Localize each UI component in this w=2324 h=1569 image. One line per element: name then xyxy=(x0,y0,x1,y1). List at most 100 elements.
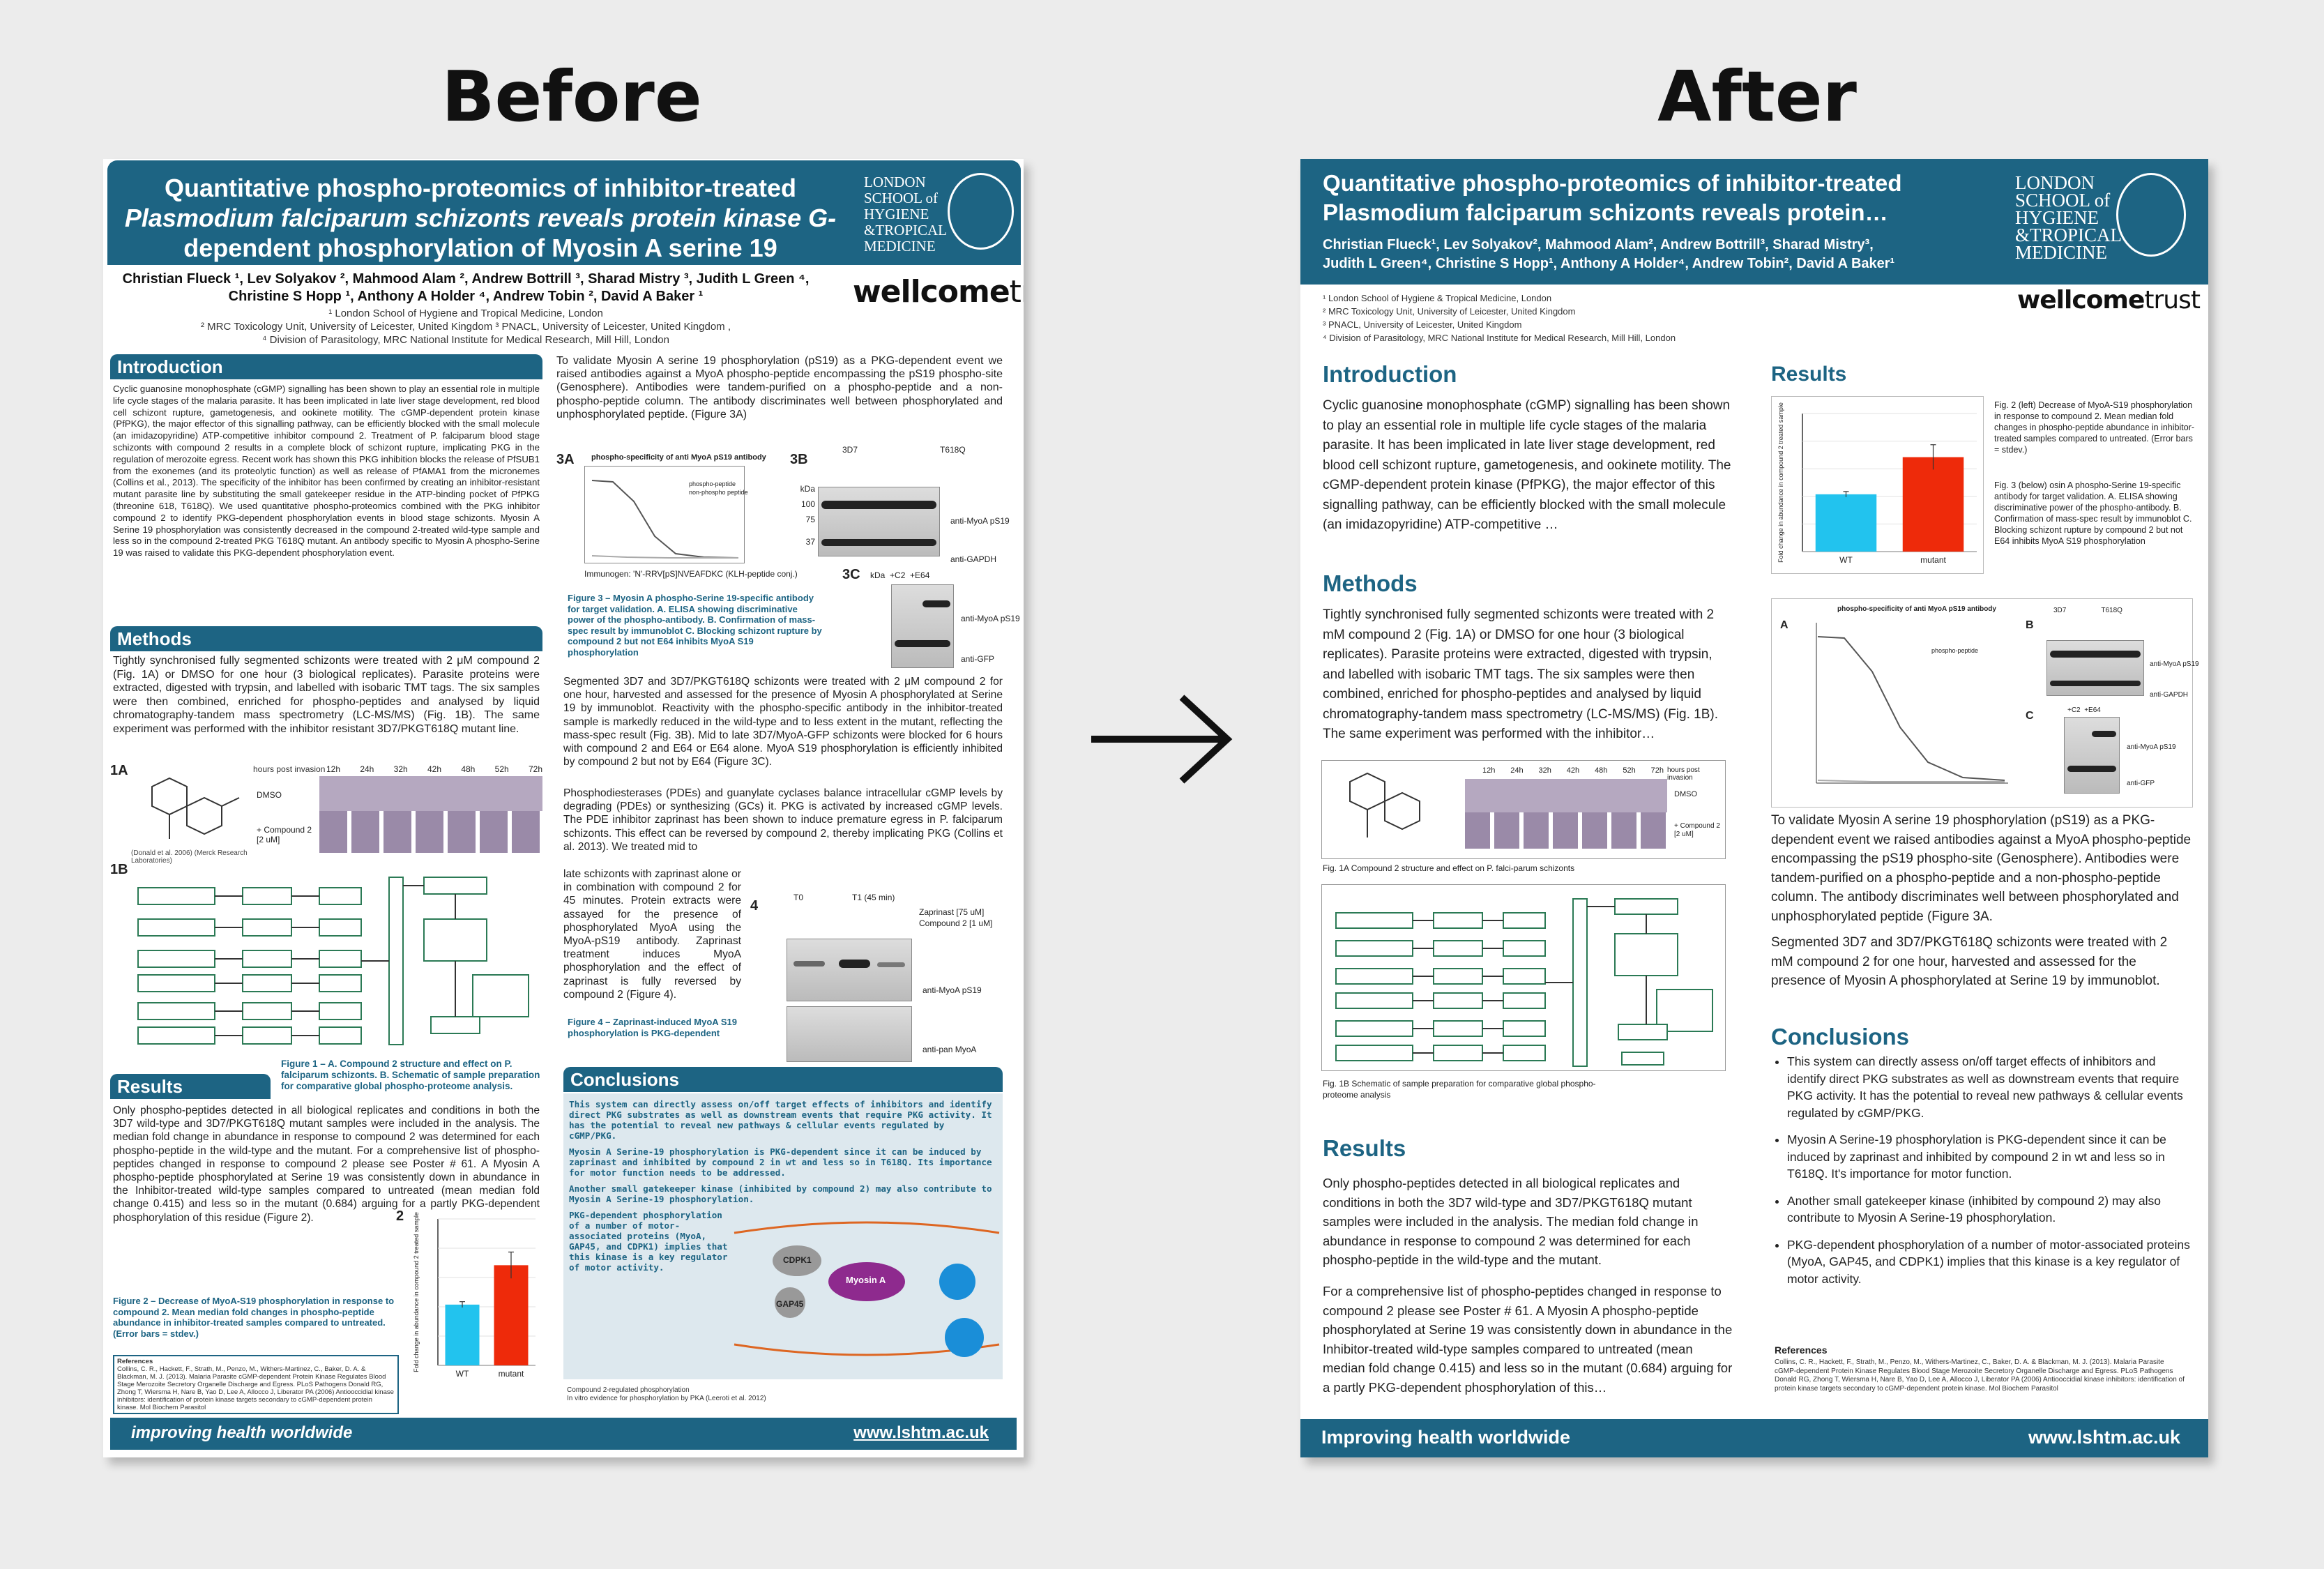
antibody-label: anti-GAPDH xyxy=(2150,691,2189,699)
time-label: 52h xyxy=(1623,766,1636,775)
arrow-icon xyxy=(1084,683,1238,795)
before-intro-text: Cyclic guanosine monophosphate (cGMP) si… xyxy=(113,384,540,559)
logo-line: LONDON xyxy=(2015,172,2095,193)
before-pde-text: Phosphodiesterases (PDEs) and guanylate … xyxy=(563,787,1003,853)
antibody-label: anti-MyoA pS19 xyxy=(2150,660,2199,668)
after-fig1a-cmp2: + Compound 2 [2 uM] xyxy=(1674,822,1720,839)
col-header: 3D7 xyxy=(2053,607,2067,614)
antibody-label: anti-GFP xyxy=(2127,780,2155,787)
time-label: 48h xyxy=(461,764,476,774)
after-results-heading: Results xyxy=(1323,1135,1406,1161)
before-title-line3: dependent phosphorylation of Myosin A se… xyxy=(183,234,777,262)
before-fig4-label: 4 xyxy=(750,898,759,914)
conclusion-item: PKG-dependent phosphorylation of a numbe… xyxy=(569,1210,728,1273)
logo-line: MEDICINE xyxy=(864,238,936,255)
col-header: +C2 xyxy=(890,570,906,580)
before-affiliations: ¹ London School of Hygiene and Tropical … xyxy=(117,307,814,347)
before-fig1a-cells xyxy=(319,776,542,853)
antibody-label: anti-GFP xyxy=(961,654,995,664)
tick-label: mutant xyxy=(499,1369,524,1379)
antibody-label: anti-MyoA pS19 xyxy=(961,614,1020,623)
after-fig1a-hpi: hours post invasion xyxy=(1667,766,1700,782)
after-footer-url[interactable]: www.lshtm.ac.uk xyxy=(2028,1427,2180,1448)
after-title-line1: Quantitative phospho-proteomics of inhib… xyxy=(1323,170,1902,196)
after-results-p2: For a comprehensive list of phospho-pept… xyxy=(1323,1284,1733,1395)
affil-line: ³ PNACL, University of Leicester, United… xyxy=(1323,319,1522,330)
time-label: 12h xyxy=(326,764,341,774)
wellcome-bold: wellcome xyxy=(853,274,1010,310)
after-conclusions-list: This system can directly assess on/off t… xyxy=(1775,1053,2193,1297)
before-poster: Quantitative phospho-proteomics of inhib… xyxy=(103,159,1024,1457)
time-label: 48h xyxy=(1595,766,1608,775)
legend-item: Compound 2-regulated phosphorylation xyxy=(567,1386,690,1394)
before-footer-url[interactable]: www.lshtm.ac.uk xyxy=(853,1423,989,1442)
after-footer: Improving health worldwide www.lshtm.ac.… xyxy=(1300,1419,2208,1457)
wellcome-bold: wellcome xyxy=(2017,286,2145,314)
before-motor-myosin: Myosin A xyxy=(846,1275,886,1285)
before-fig3c-antibodies: anti-MyoA pS19 anti-GFP xyxy=(961,598,1020,679)
time-label: 52h xyxy=(494,764,509,774)
after-validate-p2: Segmented 3D7 and 3D7/PKGT618Q schizonts… xyxy=(1771,935,2168,988)
before-fig2-caption: Figure 2 – Decrease of MyoA-S19 phosphor… xyxy=(113,1296,395,1339)
tick-label: mutant xyxy=(1920,555,1946,565)
after-poster: Quantitative phospho-proteomics of inhib… xyxy=(1300,159,2208,1457)
before-title-line1: Quantitative phospho-proteomics of inhib… xyxy=(164,174,796,202)
after-fig3b-label: B xyxy=(2026,619,2034,631)
author-line: Christian Flueck ¹, Lev Solyakov ², Mahm… xyxy=(122,271,810,287)
kda-label: 37 xyxy=(805,537,815,547)
before-immunogen: Immunogen: 'N'-RRV[pS]NVEAFDKC (KLH-pept… xyxy=(584,569,798,579)
before-conclusions-box: This system can directly assess on/off t… xyxy=(563,1093,1003,1379)
bar-wt xyxy=(1815,494,1877,552)
after-references-title: References xyxy=(1775,1344,1828,1356)
after-intro-text: Cyclic guanosine monophosphate (cGMP) si… xyxy=(1323,398,1731,532)
after-fig3a-label: A xyxy=(1780,619,1788,631)
before-fig4-blot1 xyxy=(787,939,912,1001)
before-references: References Collins, C. R., Hackett, F., S… xyxy=(113,1355,399,1414)
affil-line: ⁴ Division of Parasitology, MRC National… xyxy=(1323,333,1676,343)
after-fig3c-headers: +C2 +E64 xyxy=(2067,706,2101,714)
after-elisa-title: phospho-specificity of anti MyoA pS19 an… xyxy=(1837,605,1996,613)
before-elisa-title: phospho-specificity of anti MyoA pS19 an… xyxy=(591,453,766,462)
before-segmented-text: Segmented 3D7 and 3D7/PKGT618Q schizonts… xyxy=(563,676,1003,768)
before-wellcome-logo: wellcometrust xyxy=(853,274,1024,310)
antibody-label: anti-MyoA pS19 xyxy=(922,985,982,995)
before-fig1a-structure xyxy=(131,773,243,849)
time-label: 72h xyxy=(528,764,542,774)
before-late-text: late schizonts with zaprinast alone or i… xyxy=(563,868,741,1001)
band xyxy=(2092,731,2116,737)
before-header: Quantitative phospho-proteomics of inhib… xyxy=(107,160,1021,265)
col-header: 3D7 xyxy=(842,445,858,455)
before-fig1a-label: 1A xyxy=(110,763,128,778)
antibody-label: anti-GAPDH xyxy=(950,554,997,564)
band xyxy=(922,600,950,607)
references-text: Collins, C. R., Hackett, F., Strath, M.,… xyxy=(117,1365,394,1411)
y-axis-label: Fold change in abundance in compound 2 t… xyxy=(1777,402,1784,563)
before-footer: improving health worldwide www.lshtm.ac.… xyxy=(110,1418,1017,1450)
col-header: T1 (45 min) xyxy=(852,893,895,902)
after-title-line2: Plasmodium falciparum schizonts reveals … xyxy=(1323,199,1888,225)
after-fig2-chart: WT mutant Fold change in abundance in comp… xyxy=(1777,402,1977,565)
before-fig3b-antibodies: anti-MyoA pS19 anti-GAPDH xyxy=(950,502,1010,579)
affil-line: ⁴ Division of Parasitology, MRC National… xyxy=(262,334,669,346)
before-fig3c-label: 3C xyxy=(842,567,860,582)
after-methods-heading: Methods xyxy=(1323,570,1418,596)
before-fig4-antibodies: anti-MyoA pS19 anti-pan MyoA xyxy=(922,961,982,1079)
col-header: +E64 xyxy=(910,570,930,580)
before-footer-tagline: improving health worldwide xyxy=(131,1423,353,1442)
legend-item: In vitro evidence for phosphorylation by… xyxy=(567,1395,766,1402)
after-fig1a-times: 12h 24h 32h 42h 48h 52h 72h xyxy=(1482,766,1664,775)
after-header: Quantitative phospho-proteomics of inhib… xyxy=(1300,159,2208,285)
before-methods-heading: Methods xyxy=(110,626,542,651)
antibody-label: anti-MyoA pS19 xyxy=(2127,743,2176,751)
author-line: Judith L Green⁴, Christine S Hopp¹, Anth… xyxy=(1323,256,1895,271)
before-fig1-caption: Figure 1 – A. Compound 2 structure and e… xyxy=(281,1059,540,1091)
after-fig1a-structure xyxy=(1329,768,1434,851)
before-fig4-blot2 xyxy=(787,1006,912,1062)
before-motor-cdpk1: CDPK1 xyxy=(783,1255,812,1265)
legend-item: phospho-peptide xyxy=(689,480,736,487)
time-label: 32h xyxy=(393,764,408,774)
after-affiliations: ¹ London School of Hygiene & Tropical Me… xyxy=(1323,291,1811,344)
antibody-label: anti-pan MyoA xyxy=(922,1045,977,1054)
before-fig1a-dmso: DMSO xyxy=(257,790,282,800)
after-authors: Christian Flueck¹, Lev Solyakov², Mahmoo… xyxy=(1323,236,1992,273)
